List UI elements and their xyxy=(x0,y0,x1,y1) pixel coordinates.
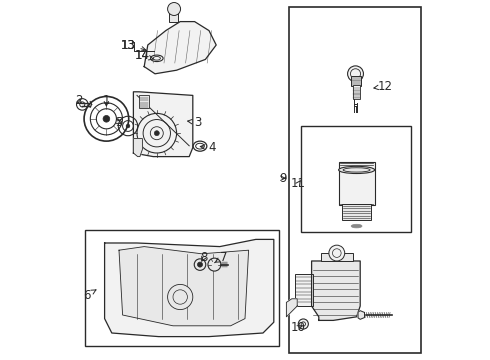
Text: 14: 14 xyxy=(135,49,153,62)
Ellipse shape xyxy=(339,166,374,174)
Circle shape xyxy=(197,262,202,267)
Bar xyxy=(301,126,411,232)
Text: 3: 3 xyxy=(188,116,202,129)
Circle shape xyxy=(168,284,193,310)
Bar xyxy=(295,274,313,306)
Text: 13: 13 xyxy=(121,39,135,51)
Bar xyxy=(170,9,178,22)
Polygon shape xyxy=(312,261,360,320)
Polygon shape xyxy=(358,311,365,319)
Circle shape xyxy=(329,245,345,261)
Polygon shape xyxy=(133,139,143,157)
Circle shape xyxy=(208,258,221,271)
Text: 4: 4 xyxy=(200,141,217,154)
Text: 7: 7 xyxy=(215,251,227,264)
Polygon shape xyxy=(104,239,274,337)
Bar xyxy=(85,230,279,346)
Bar xyxy=(139,95,149,108)
Polygon shape xyxy=(144,22,216,74)
Text: 9: 9 xyxy=(279,172,287,185)
Circle shape xyxy=(298,319,308,329)
Text: 1: 1 xyxy=(102,94,110,107)
Bar xyxy=(351,76,361,86)
Bar xyxy=(353,85,360,99)
Text: 2: 2 xyxy=(75,94,82,107)
Bar xyxy=(339,162,374,205)
Text: 13: 13 xyxy=(121,39,146,51)
Bar xyxy=(320,253,353,261)
Circle shape xyxy=(126,124,130,128)
Circle shape xyxy=(103,116,110,122)
Polygon shape xyxy=(133,92,193,157)
Circle shape xyxy=(168,3,180,15)
Bar xyxy=(342,204,371,220)
Ellipse shape xyxy=(150,55,163,62)
Text: 10: 10 xyxy=(291,321,306,334)
Circle shape xyxy=(154,131,159,136)
Text: 14: 14 xyxy=(135,49,150,62)
Polygon shape xyxy=(286,299,297,317)
Text: 11: 11 xyxy=(291,177,306,190)
Circle shape xyxy=(347,66,364,82)
Text: 5: 5 xyxy=(115,116,122,129)
Text: 13: 13 xyxy=(121,39,135,51)
Polygon shape xyxy=(119,247,248,326)
Bar xyxy=(289,7,421,353)
Text: 12: 12 xyxy=(374,80,393,93)
Text: 6: 6 xyxy=(83,289,96,302)
Ellipse shape xyxy=(351,224,362,228)
Text: 8: 8 xyxy=(200,251,207,264)
